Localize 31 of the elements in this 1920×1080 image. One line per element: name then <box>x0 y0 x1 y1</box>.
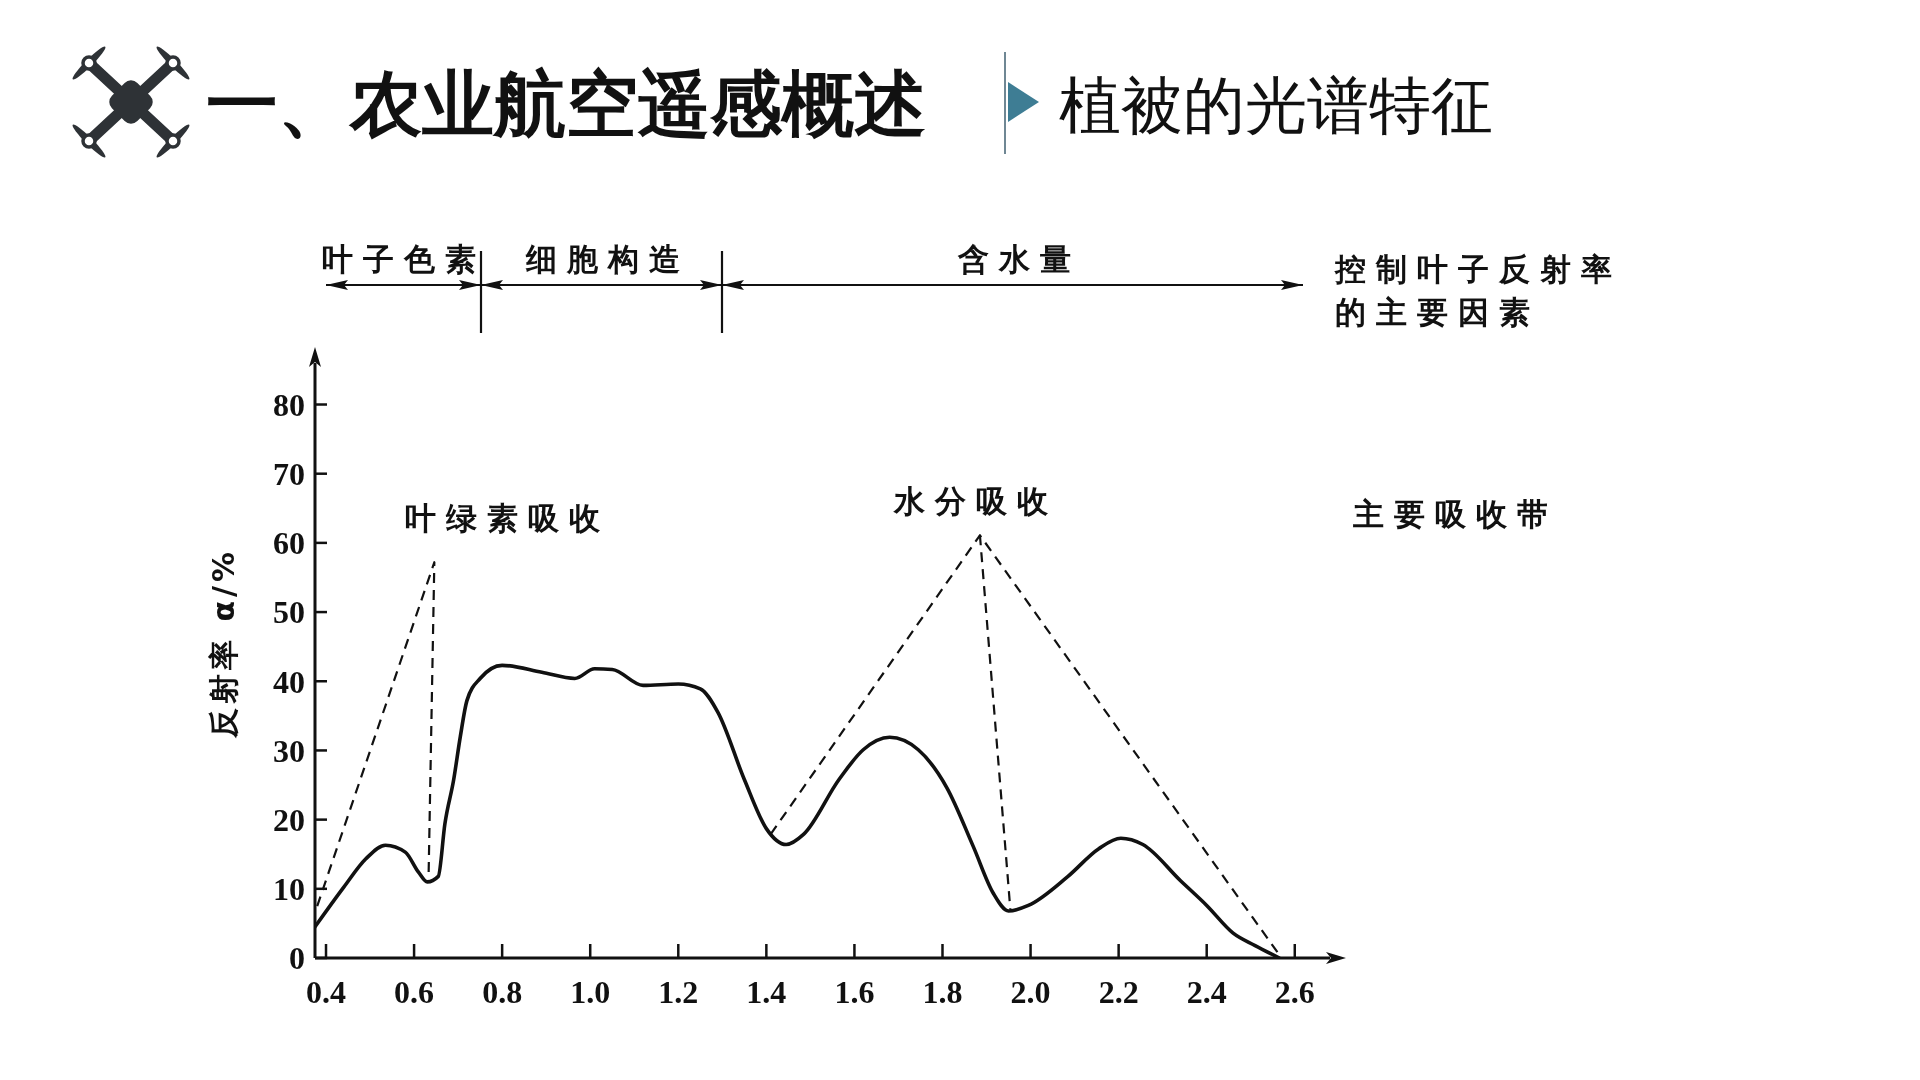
y-tick-label: 30 <box>273 732 305 769</box>
x-tick-label: 2.6 <box>1274 973 1315 1010</box>
x-tick-label: 0.6 <box>394 973 435 1010</box>
y-tick-label: 10 <box>273 871 305 908</box>
text: 主要吸收带 <box>1353 495 1558 532</box>
y-tick-label: 0 <box>289 940 305 977</box>
annotation: 叶绿素吸收 <box>404 499 610 536</box>
x-tick-label: 1.2 <box>658 973 699 1010</box>
text: 含水量 <box>957 240 1081 277</box>
text: 细胞构造 <box>526 240 690 277</box>
annotation: 水分吸收 <box>894 482 1058 519</box>
y-tick-label: 60 <box>273 525 305 562</box>
x-tick-label: 1.8 <box>922 973 963 1010</box>
chart-title: 一、农业航空遥感概述 <box>206 62 926 146</box>
y-tick-label: 20 <box>273 801 305 838</box>
x-tick-label: 2.4 <box>1186 973 1227 1010</box>
x-tick-label: 1.0 <box>570 973 611 1010</box>
y-axis-title: 反射率 α/% <box>205 547 241 740</box>
y-tick-label: 80 <box>273 386 305 423</box>
x-tick-label: 0.8 <box>482 973 523 1010</box>
chart-subtitle: 植被的光谱特征 <box>1059 69 1493 142</box>
y-tick-label: 40 <box>273 663 305 700</box>
x-tick-label: 1.4 <box>746 973 787 1010</box>
y-tick-label: 70 <box>273 456 305 493</box>
x-tick-label: 1.6 <box>834 973 875 1010</box>
text: 叶子色素 <box>322 240 486 277</box>
text: 控制叶子反射率的主要因素 <box>1335 250 1622 330</box>
y-tick-label: 50 <box>273 594 305 631</box>
x-tick-label: 0.4 <box>306 973 347 1010</box>
x-tick-label: 2.0 <box>1010 973 1051 1010</box>
x-tick-label: 2.2 <box>1098 973 1139 1010</box>
